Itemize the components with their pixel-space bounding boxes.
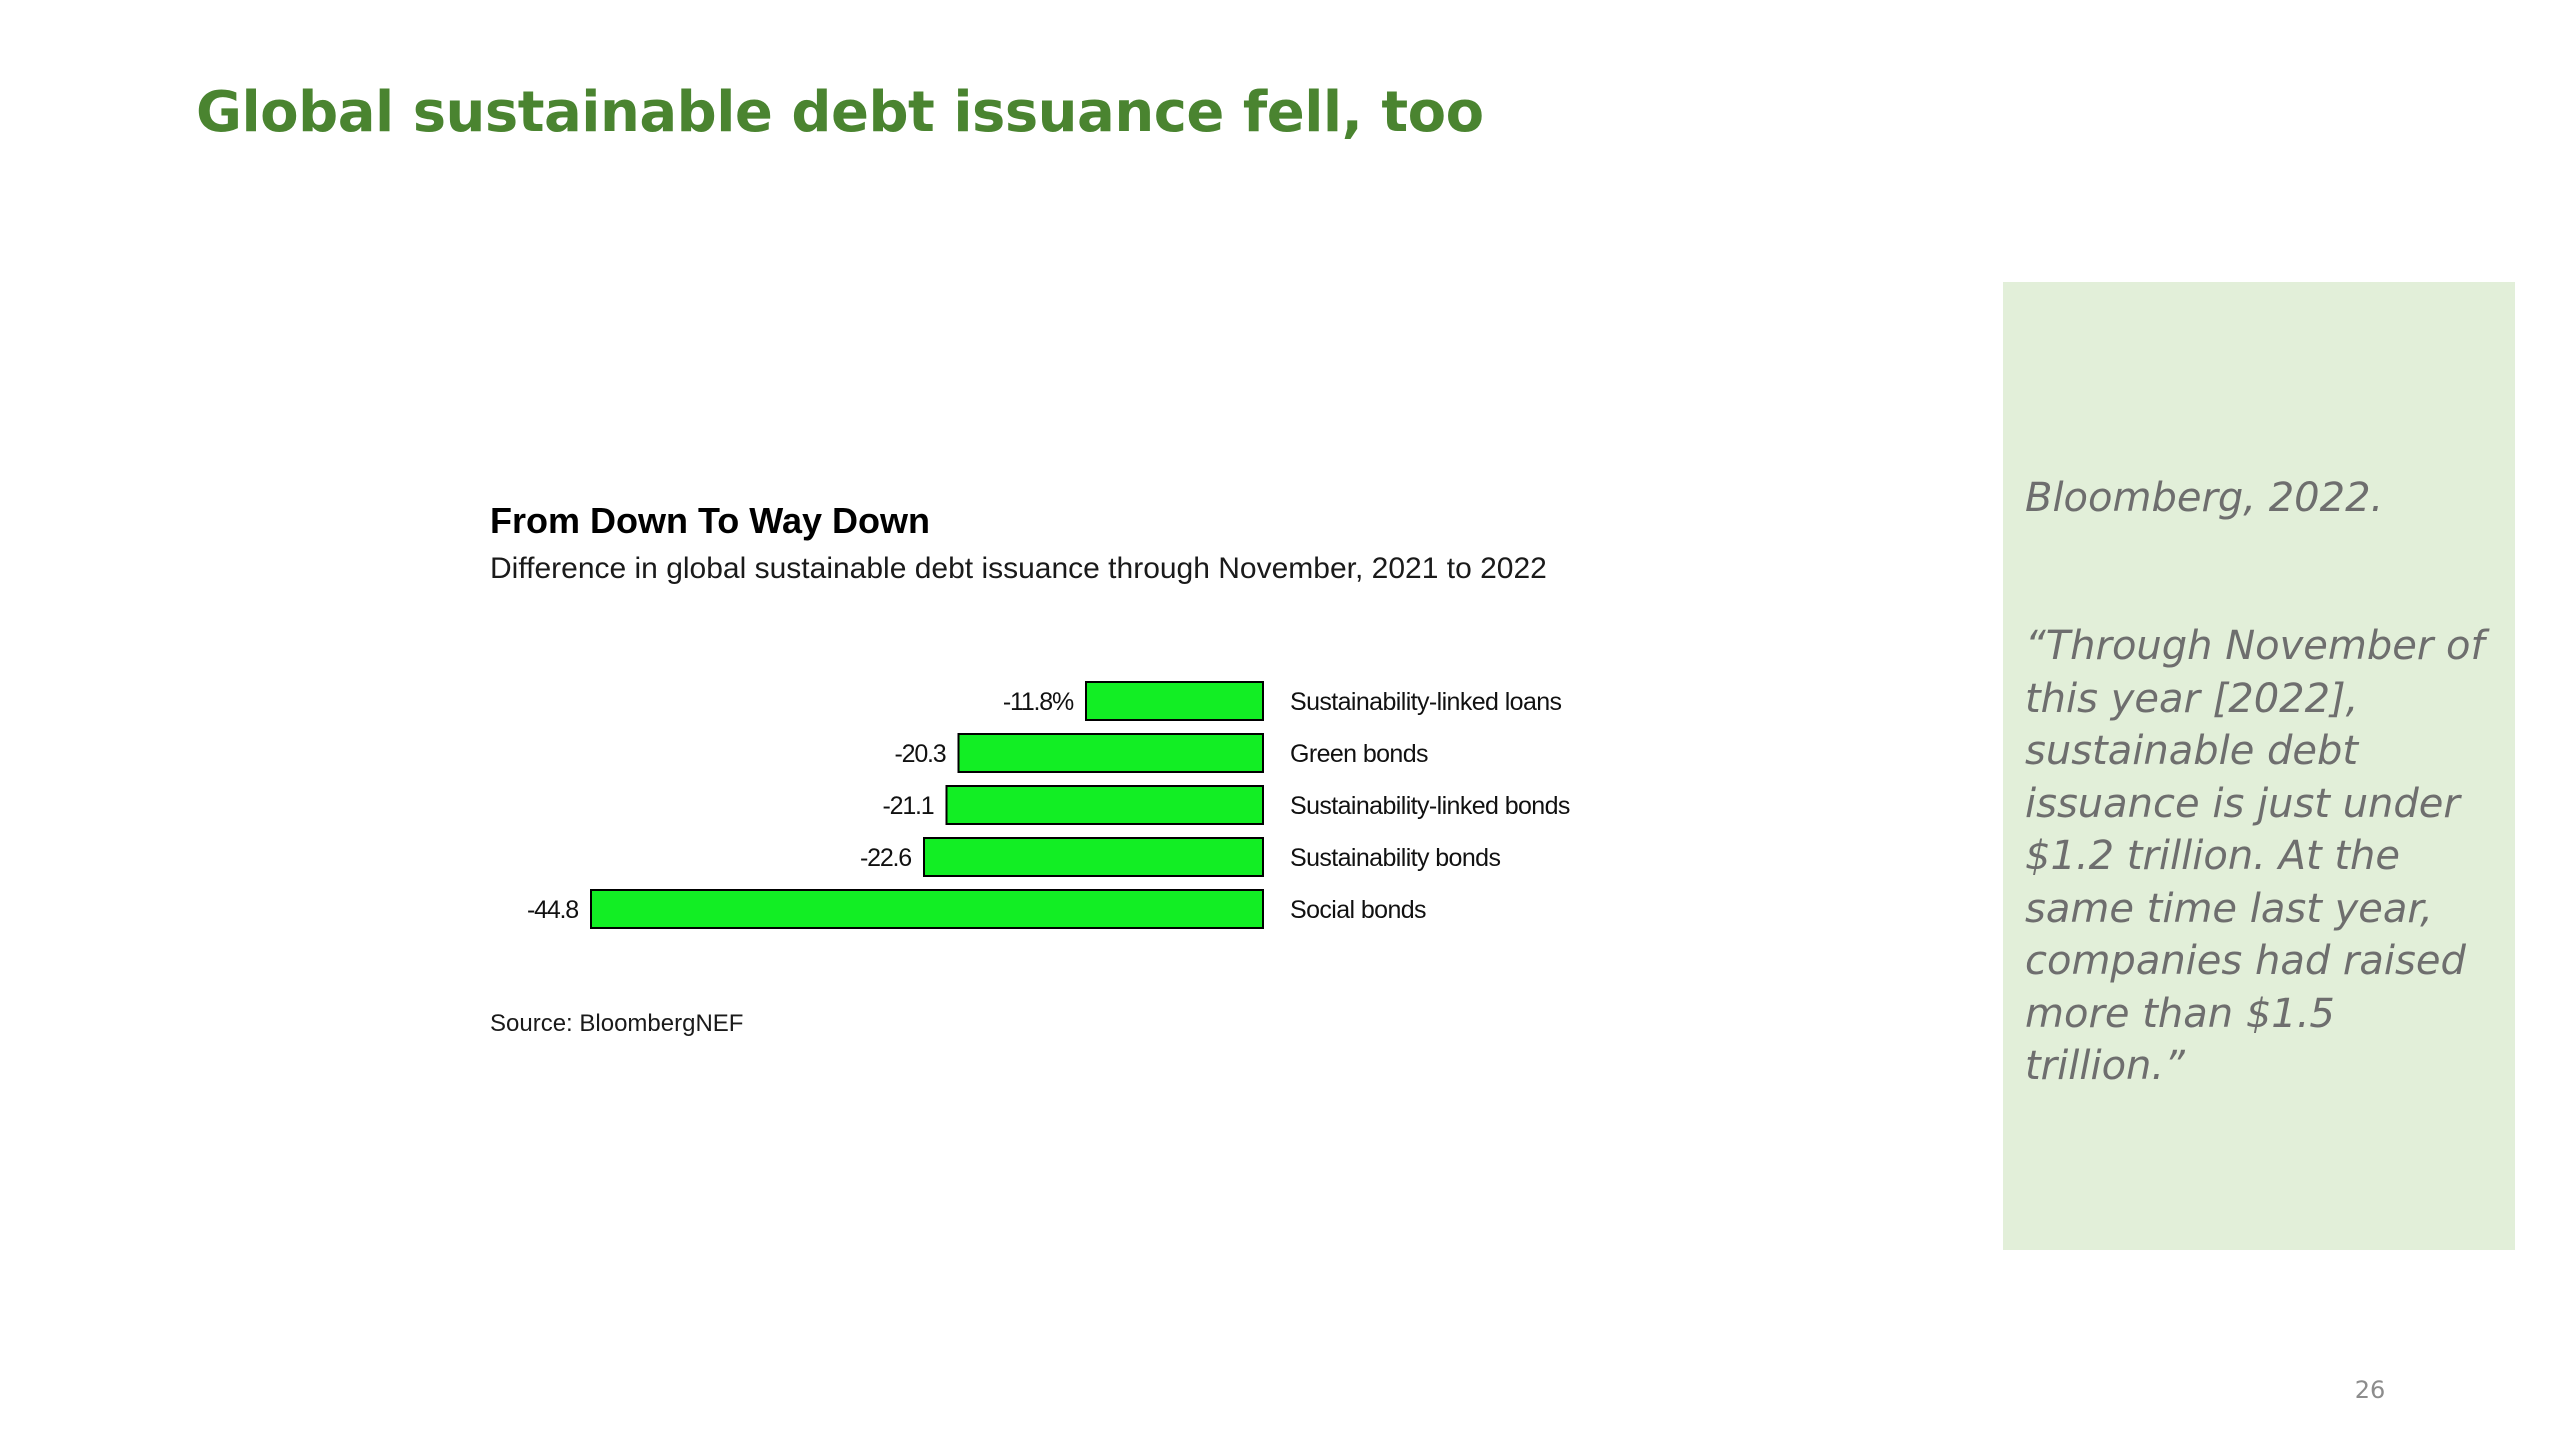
bar — [590, 889, 1264, 929]
bar-chart-plot: -11.8% Sustainability-linked loans -20.3 Gr… — [527, 681, 1571, 929]
data-label: -11.8% — [1003, 688, 1074, 716]
data-label: -21.1 — [883, 792, 934, 820]
bar — [957, 733, 1264, 773]
chart-subtitle: Difference in global sustainable debt is… — [490, 552, 1547, 585]
chart-title: From Down To Way Down — [490, 500, 930, 541]
quote-citation: Bloomberg, 2022. — [2025, 475, 2384, 521]
chart-source: Source: BloombergNEF — [490, 1010, 744, 1037]
bar — [923, 837, 1264, 877]
category-label: Sustainability-linked bonds — [1290, 792, 1570, 820]
quote-text: “Through November of this year [2022], s… — [2025, 623, 2485, 1089]
bar — [945, 785, 1264, 825]
data-label: -44.8 — [527, 896, 578, 924]
category-label: Green bonds — [1290, 740, 1428, 768]
category-label: Social bonds — [1290, 896, 1426, 924]
bar-chart-figure: From Down To Way Down Difference in glob… — [490, 500, 1650, 1060]
data-label: -20.3 — [895, 740, 946, 768]
data-label: -22.6 — [860, 844, 911, 872]
category-label: Sustainability-linked loans — [1290, 688, 1562, 716]
slide-number: 26 — [2354, 1376, 2386, 1404]
quote-panel: Bloomberg, 2022. “Through November of th… — [2003, 282, 2515, 1250]
bar — [1085, 681, 1264, 721]
slide-title: Global sustainable debt issuance fell, t… — [196, 80, 1484, 145]
category-label: Sustainability bonds — [1290, 844, 1500, 872]
